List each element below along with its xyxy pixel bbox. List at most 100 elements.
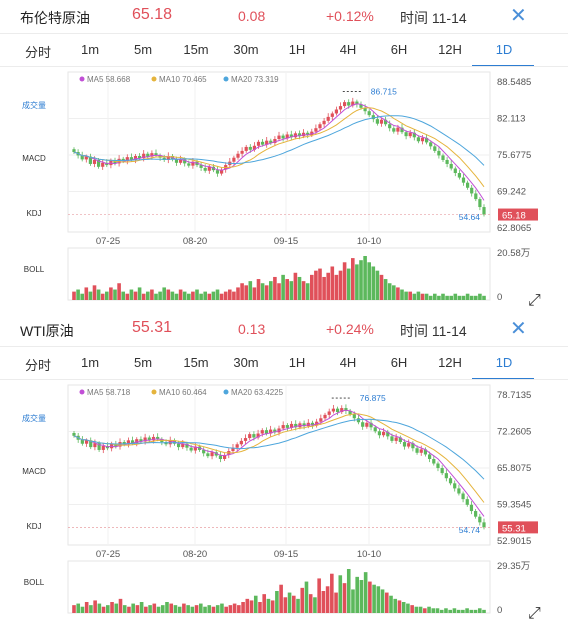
candle <box>89 437 93 450</box>
volume-plot-frame <box>67 560 491 614</box>
close-icon[interactable]: ✕ <box>510 5 527 27</box>
tab-1H[interactable]: 1H <box>288 42 306 57</box>
candle <box>444 469 448 482</box>
price-change: 0.13 <box>238 321 266 337</box>
y-tick-label: 82.113 <box>497 114 525 125</box>
candle <box>228 157 232 168</box>
tab-30m[interactable]: 30m <box>233 42 259 57</box>
side-label-macd[interactable]: MACD <box>22 154 46 163</box>
candle <box>361 420 365 430</box>
y-tick-label: 65.8075 <box>497 463 531 474</box>
side-label-volume[interactable]: 成交量 <box>22 414 46 423</box>
volume-bar <box>444 608 448 613</box>
candle <box>369 419 373 431</box>
volume-bar <box>215 605 220 613</box>
volume-bar <box>160 605 165 613</box>
volume-bar <box>301 281 306 300</box>
legend-entry: MA10 70.465 <box>159 75 207 84</box>
volume-bar <box>355 264 359 300</box>
tab-1D[interactable]: 1D <box>495 355 513 370</box>
side-label-volume[interactable]: 成交量 <box>22 101 46 110</box>
legend-entry: MA20 63.4225 <box>231 388 284 397</box>
volume-bar <box>461 609 465 613</box>
tab-5m[interactable]: 5m <box>133 355 153 370</box>
side-label-boll[interactable]: BOLL <box>23 578 45 587</box>
volume-bar <box>291 595 296 613</box>
volume-bar <box>152 603 157 613</box>
tab-6H[interactable]: 6H <box>390 355 408 370</box>
candle <box>474 189 478 202</box>
side-label-kdj[interactable]: KDJ <box>26 522 42 531</box>
tab-12H[interactable]: 12H <box>438 42 462 57</box>
tab-分时[interactable]: 分时 <box>24 358 51 373</box>
volume-bar <box>338 575 343 613</box>
volume-bar <box>317 578 321 613</box>
tab-15m[interactable]: 15m <box>183 42 209 57</box>
expand-icon[interactable]: ⤢ <box>528 605 541 622</box>
tab-1D[interactable]: 1D <box>495 42 513 57</box>
volume-bar <box>363 256 367 300</box>
volume-bar <box>400 289 404 300</box>
tab-4H[interactable]: 4H <box>339 42 357 57</box>
volume-bar <box>416 291 421 300</box>
volume-bar <box>187 293 191 300</box>
side-label-macd[interactable]: MACD <box>22 467 46 476</box>
legend-entry: MA5 58.668 <box>87 75 131 84</box>
divider <box>0 33 568 34</box>
volume-bar <box>456 609 461 613</box>
candle <box>453 480 457 492</box>
side-label-boll[interactable]: BOLL <box>23 265 45 274</box>
volume-bar <box>445 295 449 300</box>
tab-1m[interactable]: 1m <box>80 355 100 370</box>
volume-bar <box>473 609 478 613</box>
volume-bar <box>310 274 314 300</box>
candle <box>326 113 330 123</box>
close-icon[interactable]: ✕ <box>510 318 527 340</box>
volume-bar <box>133 291 138 300</box>
y-tick-label: 69.242 <box>497 187 526 198</box>
tab-15m[interactable]: 15m <box>183 355 209 370</box>
candle <box>327 408 331 418</box>
ma20-line <box>73 418 485 480</box>
volume-bar <box>334 274 339 300</box>
volume-bar <box>154 293 158 300</box>
tab-4H[interactable]: 4H <box>339 355 357 370</box>
tab-5m[interactable]: 5m <box>133 42 153 57</box>
candle <box>466 180 470 190</box>
volume-bar <box>401 602 406 613</box>
tab-12H[interactable]: 12H <box>438 355 462 370</box>
tab-1H[interactable]: 1H <box>288 355 306 370</box>
volume-bar <box>321 591 326 613</box>
volume-bar <box>89 605 93 613</box>
kline-chart[interactable]: 78.7135 72.2605 65.8075 59.3545 52.9015 07-25… <box>0 313 568 626</box>
volume-bar <box>114 603 119 613</box>
tab-30m[interactable]: 30m <box>233 355 259 370</box>
volume-bar <box>139 602 144 613</box>
volume-bar <box>279 584 283 613</box>
volume-bar <box>325 586 330 613</box>
price-change: 0.08 <box>238 8 266 24</box>
volume-bar <box>266 598 271 613</box>
volume-bar <box>326 272 330 300</box>
volume-bar <box>397 600 402 613</box>
volume-bar <box>465 608 469 613</box>
volume-bar <box>277 283 281 300</box>
candle <box>156 433 160 442</box>
y-tick-label: 52.9015 <box>497 536 531 547</box>
expand-icon[interactable]: ⤢ <box>528 292 541 309</box>
candle <box>384 116 388 127</box>
volume-bar <box>244 285 248 300</box>
candle <box>340 405 344 415</box>
tab-分时[interactable]: 分时 <box>24 45 51 60</box>
tab-1m[interactable]: 1m <box>80 42 100 57</box>
volume-bar <box>144 606 148 613</box>
volume-bar <box>199 603 203 613</box>
volume-bar <box>228 605 233 613</box>
side-label-kdj[interactable]: KDJ <box>26 209 42 218</box>
volume-bar <box>88 291 93 300</box>
volume-bar <box>305 283 310 300</box>
volume-bar <box>410 605 414 613</box>
tab-6H[interactable]: 6H <box>390 42 408 57</box>
candle <box>101 443 105 454</box>
